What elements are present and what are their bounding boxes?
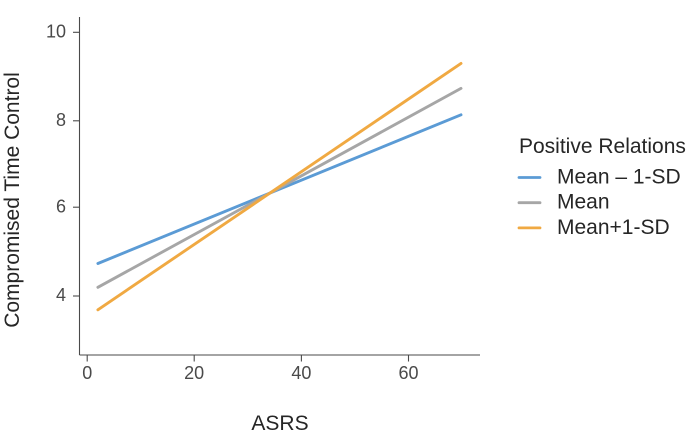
svg-text:40: 40	[291, 363, 311, 383]
svg-text:6: 6	[56, 197, 66, 217]
svg-text:ASRS: ASRS	[251, 412, 308, 435]
svg-text:Mean – 1-SD: Mean – 1-SD	[557, 166, 681, 189]
svg-text:4: 4	[56, 285, 66, 305]
svg-text:Positive Relations: Positive Relations	[519, 135, 686, 158]
svg-text:Mean: Mean	[557, 191, 610, 214]
svg-text:60: 60	[398, 363, 418, 383]
svg-text:8: 8	[56, 110, 66, 130]
svg-text:10: 10	[46, 22, 66, 42]
svg-text:Compromised Time Control: Compromised Time Control	[1, 72, 24, 328]
svg-text:Mean+1-SD: Mean+1-SD	[557, 216, 670, 239]
svg-text:20: 20	[184, 363, 204, 383]
svg-text:0: 0	[82, 363, 92, 383]
